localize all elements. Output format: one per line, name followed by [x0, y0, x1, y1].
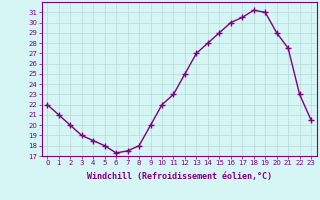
- X-axis label: Windchill (Refroidissement éolien,°C): Windchill (Refroidissement éolien,°C): [87, 172, 272, 181]
